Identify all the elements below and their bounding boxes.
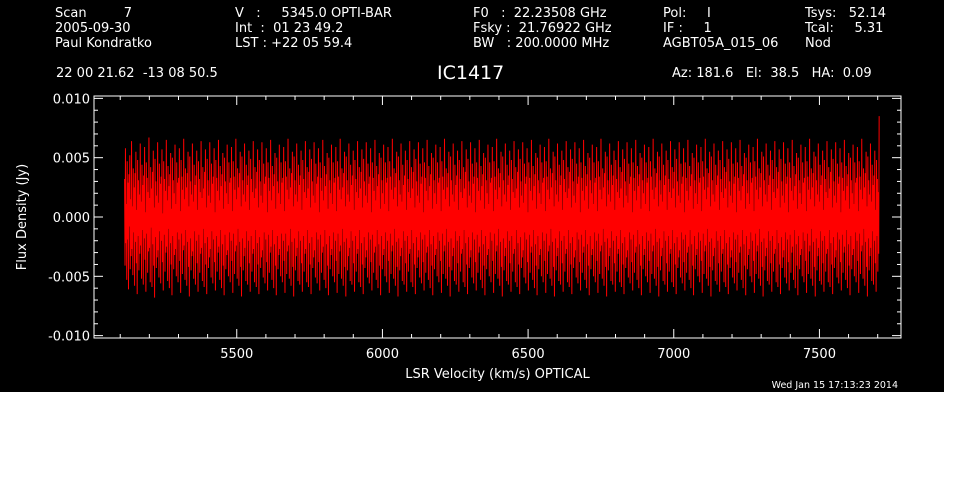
spectrum-chart: 5500 6000 6500 7000 7500 0.010 0.005 0.000 -0.00… (15, 92, 902, 382)
header-col1: Scan 7 2005-09-30 Paul Kondratko (55, 6, 152, 51)
plot-timestamp: Wed Jan 15 17:13:23 2014 (771, 380, 898, 391)
object-name-title: IC1417 (437, 62, 505, 84)
tcal-value: Tcal: 5.31 (805, 21, 884, 36)
x-tick-label: 6500 (512, 347, 545, 362)
project-id: AGBT05A_015_06 (663, 36, 779, 51)
x-tick-label: 6000 (366, 347, 399, 362)
header-col5: Tsys: 52.14 Tcal: 5.31 Nod (805, 6, 886, 51)
y-axis-label: Flux Density (Jy) (15, 164, 30, 270)
y-tick-label: 0.005 (53, 152, 90, 167)
y-tick-label: -0.010 (48, 330, 90, 345)
tsys-value: Tsys: 52.14 (805, 6, 887, 21)
x-tick-label: 7000 (657, 347, 690, 362)
integration-time: Int : 01 23 49.2 (235, 21, 344, 36)
y-tick-label: 0.010 (53, 92, 90, 107)
header-col2: V : 5345.0 OPTI-BAR Int : 01 23 49.2 LST :… (235, 6, 392, 51)
observation-date: 2005-09-30 (55, 21, 131, 36)
source-coordinates: 22 00 21.62 -13 08 50.5 (56, 66, 218, 81)
x-tick-label: 5500 (220, 347, 253, 362)
rest-frequency: F0 : 22.23508 GHz (473, 6, 607, 21)
header-col4: Pol: I IF : 1 AGBT05A_015_06 (663, 6, 778, 51)
y-tick-label: 0.000 (53, 211, 90, 226)
x-tick-label: 7500 (803, 347, 836, 362)
velocity-info: V : 5345.0 OPTI-BAR (235, 6, 392, 21)
if-number: IF : 1 (663, 21, 712, 36)
header-col3: F0 : 22.23508 GHz Fsky : 21.76922 GHz BW :… (473, 6, 612, 51)
x-axis-label: LSR Velocity (km/s) OPTICAL (405, 367, 590, 382)
lst-info: LST : +22 05 59.4 (235, 36, 353, 51)
az-el-ha-readout: Az: 181.6 El: 38.5 HA: 0.09 (672, 66, 872, 81)
spectrum-series-line (124, 116, 880, 298)
polarization: Pol: I (663, 6, 711, 21)
sky-frequency: Fsky : 21.76922 GHz (473, 21, 612, 36)
observer-name: Paul Kondratko (55, 36, 152, 51)
scan-number: Scan 7 (55, 6, 133, 21)
y-tick-label: -0.005 (48, 270, 90, 285)
procedure-name: Nod (805, 36, 831, 51)
bandwidth: BW : 200.0000 MHz (473, 36, 610, 51)
